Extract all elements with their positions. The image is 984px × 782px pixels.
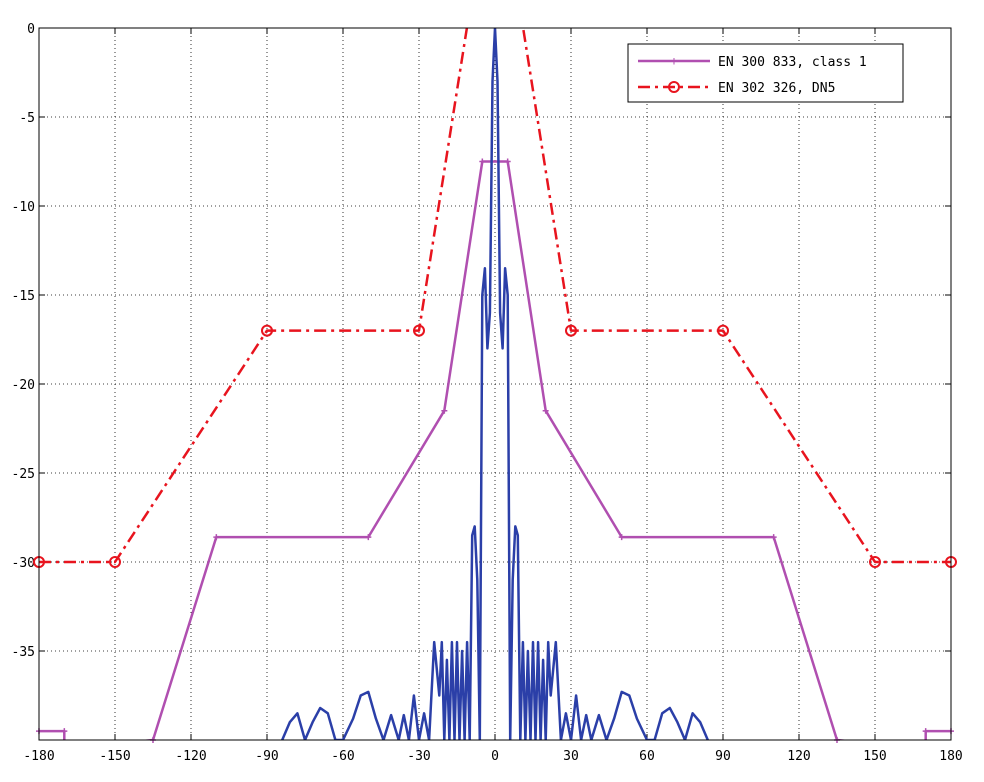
x-tick-label: -30 <box>407 749 430 764</box>
marker-circle <box>565 324 577 337</box>
legend-label-en300833: EN 300 833, class 1 <box>718 55 867 70</box>
y-tick-label: -5 <box>19 111 35 126</box>
marker-circle <box>109 556 121 568</box>
x-tick-label: -150 <box>99 749 130 764</box>
x-tick-label: -120 <box>175 749 206 764</box>
legend-mark-en300833: + <box>670 54 677 68</box>
marker-plus <box>770 534 777 541</box>
x-tick-label: -90 <box>255 749 278 764</box>
x-axis-ticks: -180 -150 -120 -90 -60 -30 0 30 60 90 120 150 180 <box>23 28 963 764</box>
legend: + EN 300 833, class 1 EN 302 326, DN5 <box>627 43 904 103</box>
y-tick-label: -30 <box>12 556 35 571</box>
x-tick-label: 90 <box>715 749 731 764</box>
y-tick-label: -25 <box>12 467 35 482</box>
y-tick-label: -35 <box>12 645 35 660</box>
marker-circle <box>717 324 729 337</box>
marker-plus <box>618 534 625 541</box>
marker-plus <box>922 728 929 735</box>
y-tick-label: -15 <box>12 289 35 304</box>
x-tick-label: 0 <box>491 749 499 764</box>
y-tick-label: -20 <box>12 378 35 393</box>
marker-plus <box>504 158 511 165</box>
legend-label-en302326: EN 302 326, DN5 <box>718 81 835 96</box>
x-tick-label: -180 <box>23 749 54 764</box>
marker-circle <box>869 556 881 568</box>
marker-plus <box>213 534 220 541</box>
y-axis-ticks: 0 -5 -10 -15 -20 -25 -30 -35 <box>12 22 951 660</box>
x-tick-label: -60 <box>331 749 354 764</box>
marker-circle <box>413 324 425 337</box>
marker-plus <box>542 407 549 414</box>
legend-mark-en302326 <box>668 81 680 93</box>
grid <box>39 28 951 740</box>
x-tick-label: 30 <box>563 749 579 764</box>
marker-layer <box>33 158 957 743</box>
x-tick-label: 60 <box>639 749 655 764</box>
plot-frame <box>38 27 952 741</box>
series-layer <box>39 28 951 740</box>
x-tick-label: 150 <box>863 749 886 764</box>
x-tick-label: 120 <box>787 749 810 764</box>
marker-plus <box>479 158 486 165</box>
marker-plus <box>365 534 372 541</box>
y-tick-label: 0 <box>27 22 35 37</box>
series-en-300-833-class-1 <box>39 160 951 740</box>
series-en-302-326-dn5 <box>39 28 951 564</box>
marker-plus <box>61 728 68 735</box>
x-tick-label: 180 <box>939 749 962 764</box>
marker-plus <box>441 407 448 414</box>
marker-circle <box>261 324 273 337</box>
y-tick-label: -10 <box>12 200 35 215</box>
